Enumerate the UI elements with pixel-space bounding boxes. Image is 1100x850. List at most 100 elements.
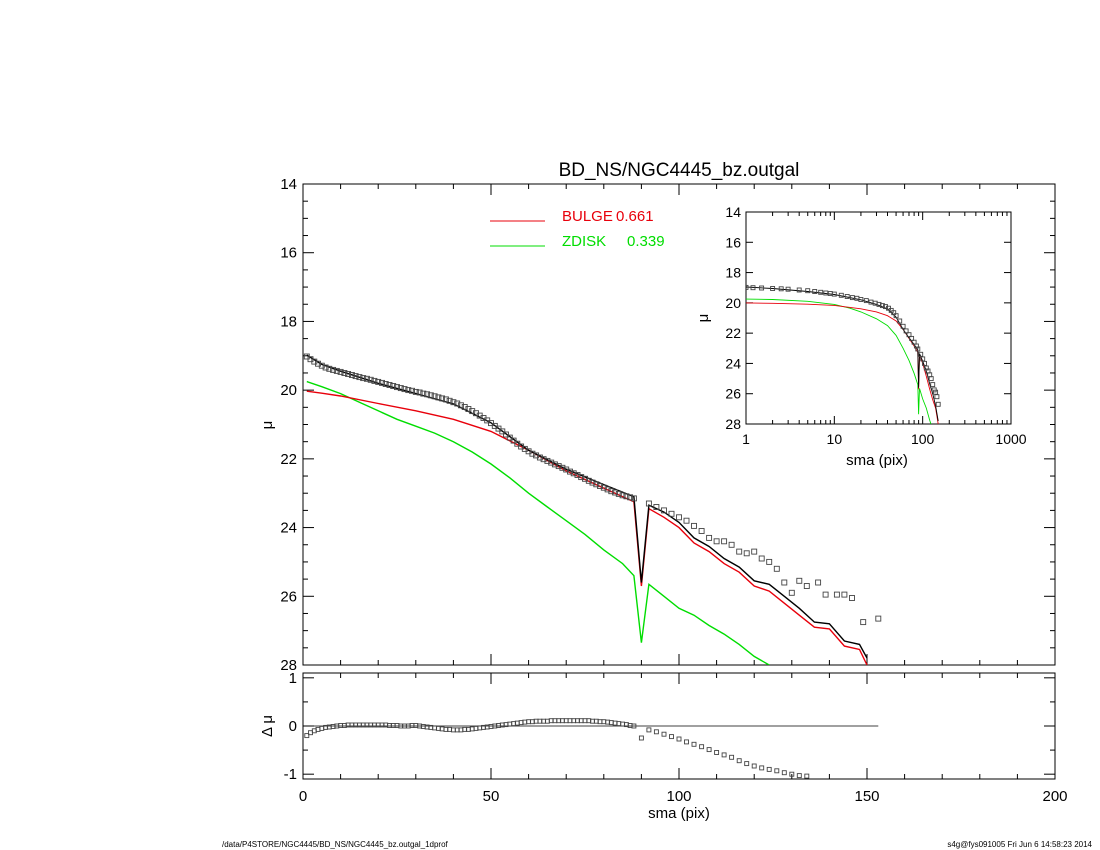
- residual-panel: 10-10 50 100 150 200 Δ μ sma (pix): [259, 670, 1068, 822]
- footer-timestamp: s4g@fys091005 Fri Jun 6 14:58:23 2014: [947, 840, 1092, 849]
- main-series-data-point: [661, 507, 667, 514]
- x-tick-label: 100: [666, 788, 691, 805]
- inset-series-data-point: [913, 343, 919, 349]
- main-series-data-point: [676, 514, 682, 521]
- main-series-data-point: [412, 388, 419, 395]
- main-series-data-point: [815, 579, 822, 586]
- inset-ticks: 14 16 18 20 22 24 26 281 10 100 1000: [725, 204, 1026, 447]
- residual-series-residuals-point: [781, 770, 787, 776]
- main-series-data-point: [615, 490, 622, 497]
- inset-y-tick-label: 16: [725, 234, 741, 250]
- main-series-data-point: [600, 484, 607, 491]
- main-series-data-point: [446, 397, 453, 404]
- inset-series-data-point: [746, 284, 749, 290]
- inset-series-data: [746, 284, 941, 407]
- x-tick-label: 150: [854, 788, 879, 805]
- residual-series-residuals-point: [646, 727, 652, 733]
- main-series-data-point: [713, 538, 720, 545]
- inset-series-data-point: [922, 360, 927, 366]
- main-series-data-point: [318, 362, 325, 369]
- inset-series-data-point: [805, 288, 811, 294]
- inset-series-data-point: [934, 394, 940, 400]
- main-series-data-point: [627, 494, 634, 501]
- residual-series-residuals-point: [789, 771, 795, 777]
- legend: BULGE 0.661 ZDISK 0.339: [490, 208, 665, 250]
- main-series-data-point: [536, 454, 543, 461]
- main-series-data-point: [544, 457, 551, 464]
- main-series-data-point: [363, 375, 370, 382]
- main-series-bulge-line: [306, 390, 868, 665]
- inset-series-data-point: [785, 286, 791, 292]
- main-y-tick-label: 26: [280, 588, 297, 605]
- main-series-data-point: [706, 534, 713, 541]
- legend-zdisk-value: 0.339: [627, 233, 665, 250]
- main-series-data-point: [348, 372, 355, 378]
- main-series-data-point: [424, 391, 431, 398]
- residual-series-residuals: [304, 718, 810, 779]
- main-series-data-point: [367, 376, 374, 383]
- inset-series-data-point: [930, 382, 936, 388]
- main-series-data-point: [390, 383, 397, 389]
- inset-series-data-point: [844, 294, 850, 299]
- inset-series-group: [746, 284, 941, 424]
- main-series-data-point: [555, 463, 562, 470]
- inset-series-data-point: [863, 298, 869, 304]
- main-series-data-point: [442, 396, 449, 403]
- residual-series-residuals-point: [751, 763, 757, 769]
- main-series-data-point: [668, 510, 675, 517]
- main-series-data-point: [341, 370, 348, 376]
- inset-series-data-point: [778, 286, 784, 292]
- residual-series-residuals-point: [638, 735, 644, 741]
- main-series-data-point: [379, 379, 385, 386]
- inset-y-axis-label: μ: [695, 314, 712, 323]
- main-series-data-point: [454, 400, 461, 407]
- legend-bulge-label: BULGE: [562, 208, 613, 225]
- inset-y-tick-label: 20: [725, 295, 741, 311]
- main-series-data-point: [382, 381, 389, 387]
- residual-series-residuals-point: [744, 761, 750, 767]
- inset-series-data-point: [812, 289, 818, 294]
- inset-y-tick-label: 18: [725, 265, 741, 281]
- main-series-data-point: [691, 522, 697, 529]
- inset-series-data-point: [823, 290, 829, 296]
- main-y-tick-label: 20: [280, 382, 297, 399]
- residual-series-residuals-point: [669, 734, 674, 740]
- inset-y-tick-label: 22: [725, 325, 741, 341]
- main-series-data-point: [773, 565, 780, 572]
- inset-x-tick-label: 10: [827, 431, 843, 447]
- main-series-data-point: [645, 500, 652, 507]
- main-y-tick-label: 24: [280, 520, 297, 537]
- main-series-data-point: [589, 479, 596, 486]
- inset-series-bulge-line: [746, 302, 939, 424]
- main-series-data-point: [593, 481, 600, 488]
- main-series-data-point: [653, 504, 660, 510]
- main-series-data-point: [630, 495, 637, 502]
- inset-series-data-point: [858, 297, 864, 302]
- main-series-data-point: [386, 382, 393, 388]
- main-series-data-point: [401, 386, 408, 393]
- inset-x-tick-label: 100: [911, 431, 935, 447]
- inset-series-data-point: [893, 313, 899, 319]
- inset-series-data-point: [818, 289, 824, 295]
- inset-plot-frame: [745, 211, 1012, 425]
- inset-x-axis-label: sma (pix): [846, 452, 908, 469]
- residual-ticks: 10-10 50 100 150 200: [284, 670, 1068, 805]
- main-series-group: [303, 353, 882, 665]
- main-series-data-point: [849, 595, 855, 601]
- inset-series-data-point: [928, 376, 934, 382]
- residual-series-residuals-point: [699, 744, 705, 750]
- inset-series-data-point: [906, 332, 912, 338]
- main-series-data: [303, 353, 882, 626]
- main-series-data-point: [450, 399, 457, 406]
- main-series-data-point: [551, 461, 558, 468]
- inset-series-data-point: [915, 346, 921, 352]
- residual-y-tick-label: -1: [284, 766, 297, 783]
- residual-series-residuals-point: [759, 765, 765, 771]
- inset-series-model-line: [746, 286, 939, 422]
- main-series-data-point: [409, 387, 415, 394]
- main-series-data-point: [457, 402, 464, 409]
- main-series-data-point: [420, 390, 427, 397]
- main-series-data-point: [728, 541, 735, 548]
- main-series-data-point: [559, 464, 566, 471]
